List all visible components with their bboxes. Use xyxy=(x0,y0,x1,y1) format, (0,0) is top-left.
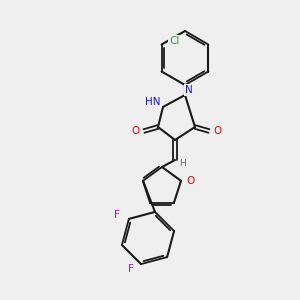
Text: N: N xyxy=(185,85,193,95)
Text: F: F xyxy=(114,210,120,220)
Text: HN: HN xyxy=(145,97,161,107)
Text: O: O xyxy=(213,126,221,136)
Text: Cl: Cl xyxy=(169,37,180,46)
Text: O: O xyxy=(186,176,194,186)
Text: O: O xyxy=(132,126,140,136)
Text: F: F xyxy=(128,264,134,274)
Text: H: H xyxy=(180,158,186,167)
